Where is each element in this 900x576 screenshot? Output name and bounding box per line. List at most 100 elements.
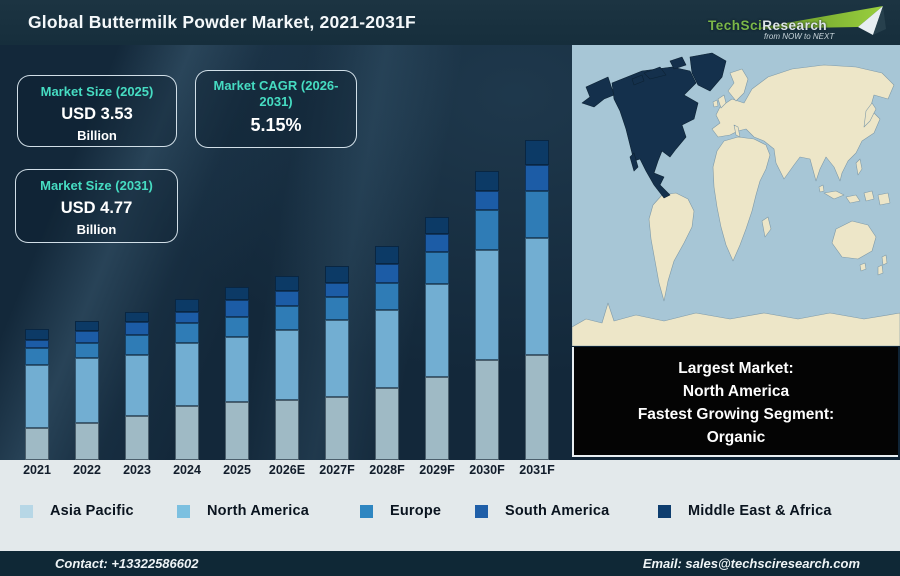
bar-segment-middle-east-and-africa [475, 171, 499, 191]
x-axis-label-2026e: 2026E [268, 463, 306, 477]
bar-segment-europe [375, 283, 399, 310]
bottom-band: 2021 2022 2023 2024 2025 2026E 2027F 2028F 2029F… [0, 460, 900, 551]
bar-segment-middle-east-and-africa [375, 246, 399, 264]
bar-segment-north-america [375, 310, 399, 388]
stat-value: USD 3.53 [61, 105, 133, 123]
x-axis-label-2029f: 2029F [419, 463, 455, 477]
bar-2030f [475, 171, 499, 460]
stat-unit: Billion [77, 128, 117, 143]
region-north-america-highlight [581, 52, 727, 199]
bar-segment-south-america [475, 191, 499, 210]
note-largest-market-value: North America [682, 383, 790, 400]
legend-label-asia-pacific: Asia Pacific [50, 503, 134, 519]
bar-segment-europe [175, 323, 199, 343]
footer-email: Email: sales@techsciresearch.com [642, 556, 860, 571]
bar-segment-asia-pacific [525, 355, 549, 460]
bar-segment-south-america [75, 331, 99, 343]
bar-segment-north-america [125, 355, 149, 416]
legend-swatch-asia-pacific [20, 504, 33, 518]
legend-swatch-europe [360, 504, 373, 518]
bar-segment-north-america [25, 365, 49, 428]
bar-segment-south-america [25, 340, 49, 348]
bar-segment-south-america [275, 291, 299, 306]
footer: Contact: +13322586602 Email: sales@techs… [0, 551, 900, 576]
bar-segment-europe [25, 348, 49, 365]
right-panel: Largest Market: North America Fastest Gr… [571, 45, 900, 460]
bar-segment-middle-east-and-africa [75, 321, 99, 331]
bar-segment-north-america [475, 250, 499, 360]
bar-segment-north-america [175, 343, 199, 406]
logo-arrow-icon [752, 6, 886, 35]
market-note: Largest Market: North America Fastest Gr… [572, 347, 898, 457]
bar-segment-asia-pacific [225, 402, 249, 460]
chart-panel: Market Size (2025) USD 3.53 Billion Mark… [0, 45, 572, 460]
logo-brand-secondary: Research [762, 18, 828, 33]
header: Global Buttermilk Powder Market, 2021-20… [0, 0, 900, 45]
bar-2022 [75, 321, 99, 460]
stacked-bar-chart [0, 45, 572, 460]
stat-box-market-size-2025: Market Size (2025) USD 3.53 Billion [17, 75, 177, 147]
bar-segment-europe [475, 210, 499, 250]
stat-value: USD 4.77 [60, 199, 133, 217]
bar-segment-middle-east-and-africa [525, 140, 549, 165]
logo-tagline: from NOW to NEXT [764, 32, 835, 41]
bar-segment-south-america [325, 283, 349, 297]
map-landmass [571, 64, 900, 347]
main-area: Market Size (2025) USD 3.53 Billion Mark… [0, 45, 900, 460]
stat-unit: Billion [76, 222, 117, 237]
bar-segment-middle-east-and-africa [25, 329, 49, 340]
legend-item-north-america: North America [177, 503, 309, 519]
bar-segment-asia-pacific [25, 428, 49, 460]
legend-label-europe: Europe [390, 503, 442, 519]
bar-segment-north-america [525, 238, 549, 355]
x-axis-label-2025: 2025 [223, 463, 251, 477]
note-fastest-segment-value: Organic [706, 429, 766, 446]
bar-segment-asia-pacific [425, 377, 449, 460]
bar-segment-middle-east-and-africa [225, 287, 249, 300]
bar-segment-asia-pacific [125, 416, 149, 460]
bar-segment-north-america [275, 330, 299, 400]
brand-logo: TechSciResearch from NOW to NEXT [700, 2, 892, 43]
legend-item-middle-east-and-africa: Middle East & Africa [658, 503, 832, 519]
bar-segment-asia-pacific [375, 388, 399, 460]
stat-box-market-size-2031: Market Size (2031) USD 4.77 Billion [15, 169, 178, 243]
bar-segment-europe [525, 191, 549, 238]
legend-item-europe: Europe [360, 503, 441, 519]
x-axis-label-2027f: 2027F [319, 463, 355, 477]
bar-segment-europe [225, 317, 249, 337]
bar-2026e [275, 276, 299, 460]
logo-brand-primary: TechSci [708, 18, 763, 33]
legend-item-asia-pacific: Asia Pacific [20, 503, 134, 519]
bar-2025 [225, 287, 249, 460]
note-fastest-segment-label: Fastest Growing Segment: [637, 406, 835, 423]
bar-segment-south-america [175, 312, 199, 323]
bar-segment-south-america [425, 234, 449, 252]
bar-segment-south-america [375, 264, 399, 283]
footer-contact: Contact: +13322586602 [55, 556, 199, 571]
legend-swatch-north-america [177, 504, 190, 518]
page-title: Global Buttermilk Powder Market, 2021-20… [28, 12, 416, 32]
x-axis-label-2030f: 2030F [469, 463, 505, 477]
stat-value: 5.15% [250, 115, 302, 135]
bar-2023 [125, 312, 149, 460]
stat-label: Market Size (2025) [40, 84, 154, 99]
bar-segment-north-america [75, 358, 99, 423]
bar-2031f [525, 140, 549, 460]
bar-segment-south-america [525, 165, 549, 191]
bar-segment-europe [125, 335, 149, 355]
stat-label: Market Size (2031) [40, 178, 153, 193]
bar-2029f [425, 217, 449, 460]
legend-label-north-america: North America [207, 503, 309, 519]
bar-segment-asia-pacific [175, 406, 199, 460]
x-axis-label-2022: 2022 [73, 463, 101, 477]
bar-segment-asia-pacific [75, 423, 99, 460]
stat-box-market-cagr: Market CAGR (2026-2031) 5.15% [195, 70, 357, 148]
bar-segment-middle-east-and-africa [175, 299, 199, 312]
bar-segment-asia-pacific [275, 400, 299, 460]
bar-segment-middle-east-and-africa [425, 217, 449, 234]
legend-swatch-middle-east-and-africa [658, 504, 671, 518]
bar-2021 [25, 329, 49, 460]
bar-segment-asia-pacific [325, 397, 349, 460]
bar-segment-europe [75, 343, 99, 358]
